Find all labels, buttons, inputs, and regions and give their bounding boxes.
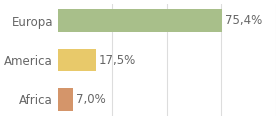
Bar: [58, 9, 222, 32]
Bar: [58, 88, 73, 111]
Text: 7,0%: 7,0%: [76, 93, 105, 106]
Text: 17,5%: 17,5%: [99, 54, 136, 66]
Bar: [58, 49, 96, 71]
Text: 75,4%: 75,4%: [225, 14, 262, 27]
